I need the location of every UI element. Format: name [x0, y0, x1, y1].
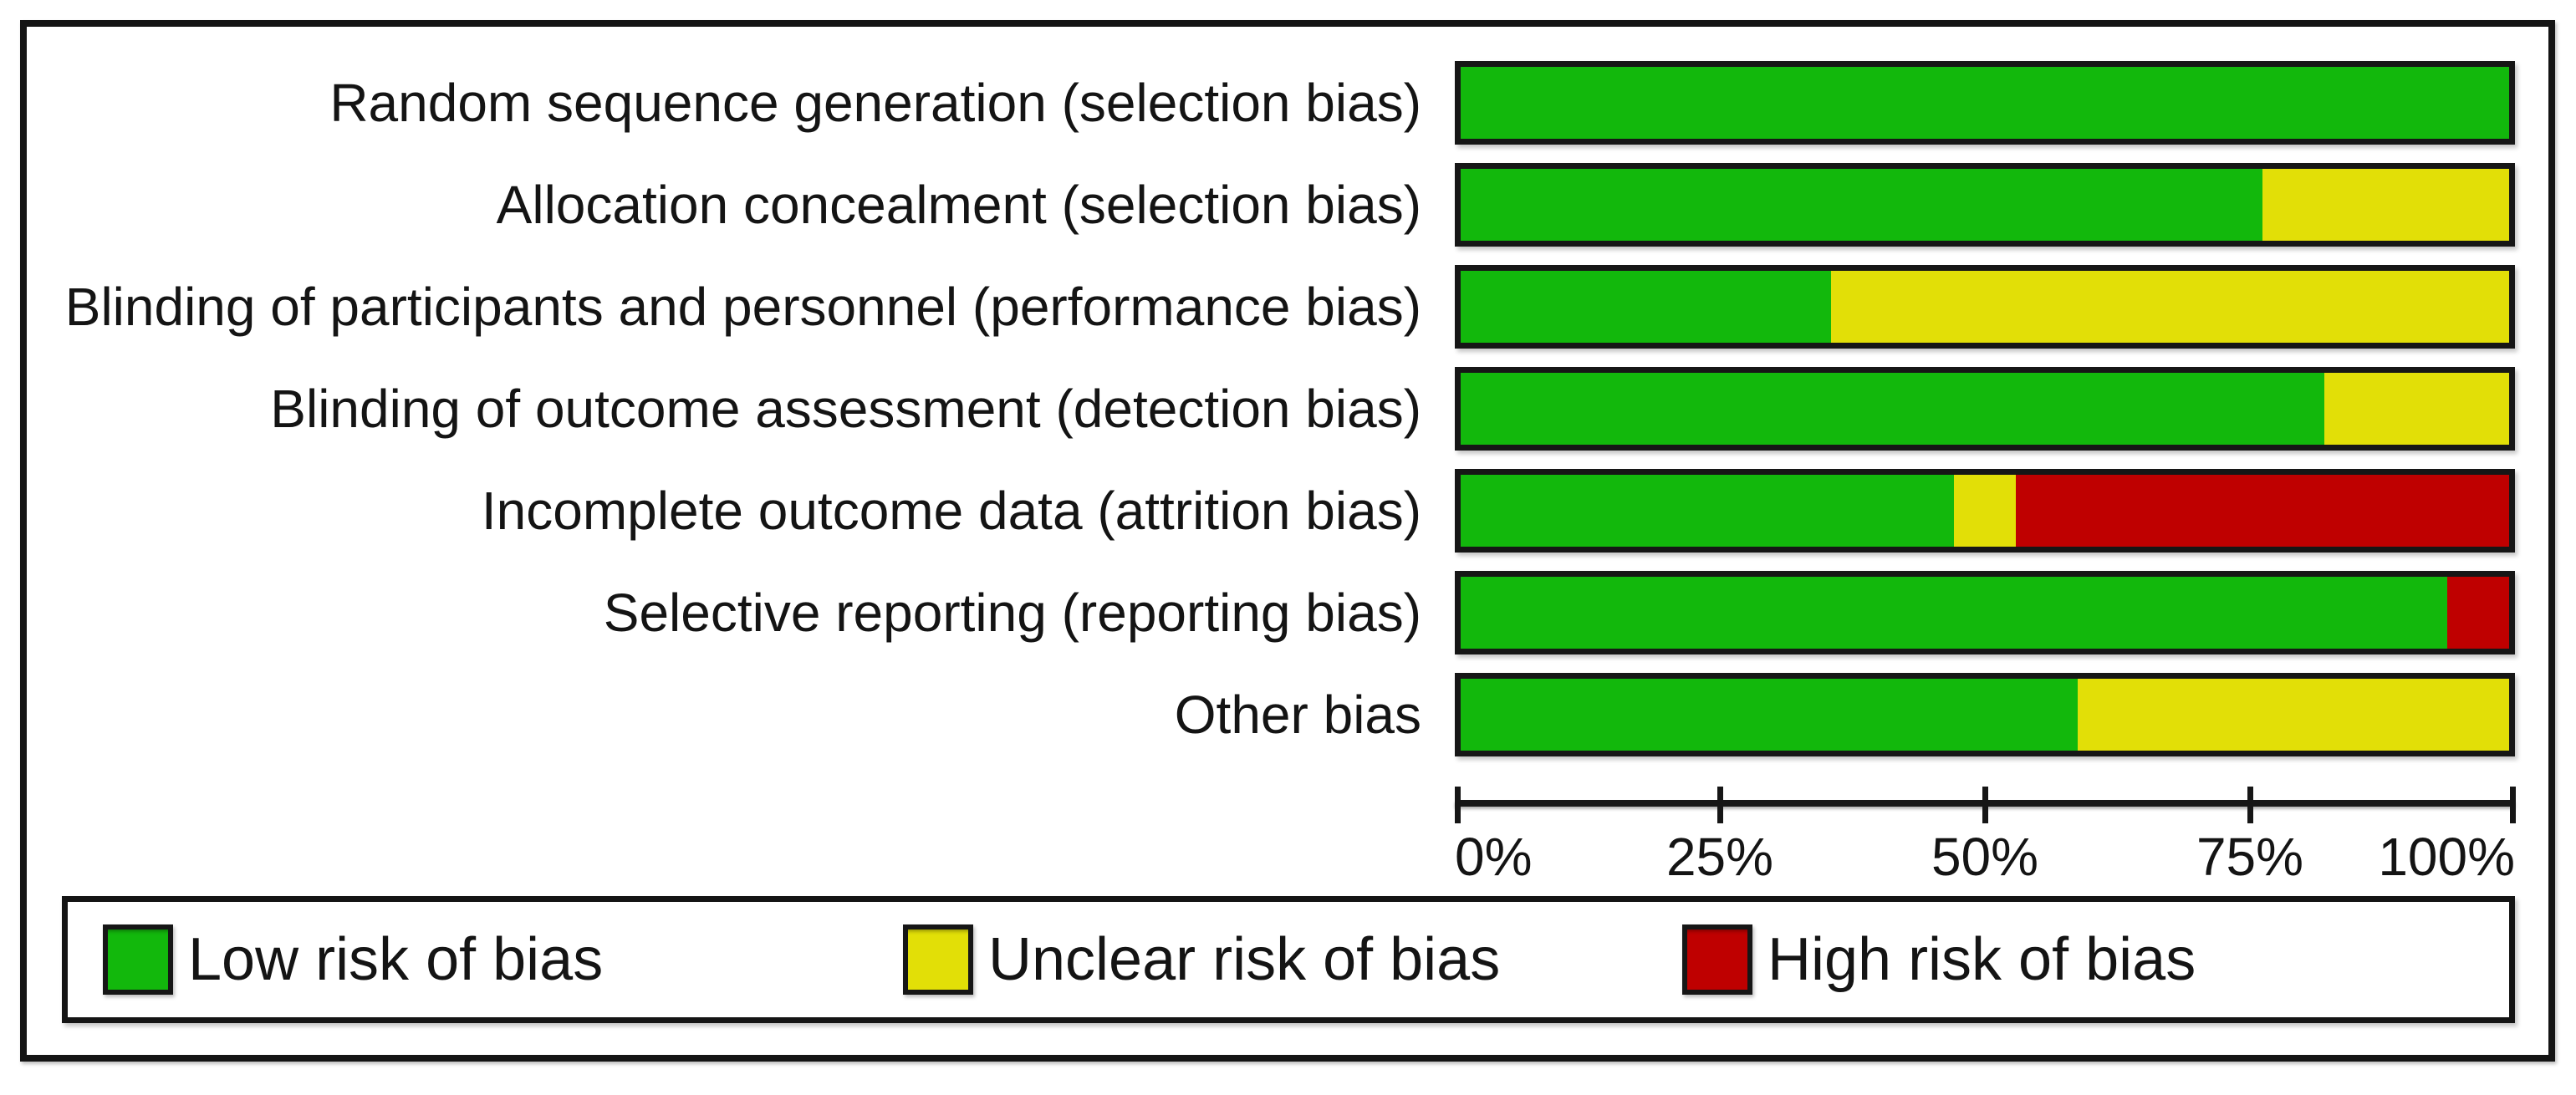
unclear-risk-segment: [2324, 373, 2509, 445]
low-risk-segment: [1461, 679, 2078, 751]
legend-label-high-risk: High risk of bias: [1767, 926, 2196, 993]
axis-tick: [1982, 787, 1988, 823]
bias-domain-label: Incomplete outcome data (attrition bias): [481, 481, 1421, 541]
bias-domain-label: Allocation concealment (selection bias): [496, 175, 1421, 235]
low-risk-segment: [1461, 271, 1831, 343]
stacked-bar: [1455, 367, 2515, 451]
bar-row: Random sequence generation (selection bi…: [0, 61, 2576, 145]
axis-tick-label: 75%: [2196, 827, 2304, 887]
axis-tick: [2510, 787, 2516, 823]
stacked-bar: [1455, 265, 2515, 349]
bias-domain-label: Blinding of outcome assessment (detectio…: [270, 379, 1421, 439]
legend-label-unclear-risk: Unclear risk of bias: [988, 926, 1501, 993]
unclear-risk-segment: [2077, 679, 2509, 751]
low-risk-segment: [1461, 67, 2509, 139]
unclear-risk-swatch: [903, 924, 973, 995]
stacked-bar: [1455, 469, 2515, 553]
high-risk-segment: [2015, 475, 2509, 547]
axis-tick: [2247, 787, 2253, 823]
stacked-bar: [1455, 673, 2515, 756]
unclear-risk-segment: [2262, 169, 2509, 241]
high-risk-swatch: [1682, 924, 1752, 995]
stacked-bar: [1455, 163, 2515, 247]
unclear-risk-segment: [1830, 271, 2509, 343]
stacked-bar: [1455, 61, 2515, 145]
bias-domain-label: Selective reporting (reporting bias): [603, 583, 1421, 643]
legend-label-low-risk: Low risk of bias: [188, 926, 604, 993]
low-risk-swatch: [103, 924, 173, 995]
legend-box: Low risk of bias Unclear risk of bias Hi…: [62, 896, 2515, 1023]
axis-tick-label: 50%: [1931, 827, 2039, 887]
low-risk-segment: [1461, 475, 1955, 547]
axis-tick: [1717, 787, 1723, 823]
bias-domain-label: Other bias: [1174, 685, 1421, 745]
bar-row: Other bias: [0, 673, 2576, 756]
high-risk-segment: [2447, 577, 2509, 649]
bias-domain-label: Blinding of participants and personnel (…: [64, 277, 1421, 337]
low-risk-segment: [1461, 373, 2324, 445]
low-risk-segment: [1461, 577, 2448, 649]
legend-item-unclear-risk: Unclear risk of bias: [903, 924, 1500, 996]
axis-tick: [1455, 787, 1461, 823]
legend-item-high-risk: High risk of bias: [1682, 924, 2196, 996]
bar-row: Selective reporting (reporting bias): [0, 571, 2576, 654]
bar-row: Blinding of outcome assessment (detectio…: [0, 367, 2576, 451]
bias-domain-label: Random sequence generation (selection bi…: [329, 73, 1421, 133]
bar-row: Incomplete outcome data (attrition bias): [0, 469, 2576, 553]
legend-item-low-risk: Low risk of bias: [103, 924, 603, 996]
low-risk-segment: [1461, 169, 2262, 241]
axis-tick-label: 0%: [1455, 827, 1533, 887]
bar-row: Allocation concealment (selection bias): [0, 163, 2576, 247]
bar-row: Blinding of participants and personnel (…: [0, 265, 2576, 349]
unclear-risk-segment: [1954, 475, 2016, 547]
axis-tick-label: 100%: [2378, 827, 2515, 887]
axis-tick-label: 25%: [1665, 827, 1774, 887]
stacked-bar: [1455, 571, 2515, 654]
